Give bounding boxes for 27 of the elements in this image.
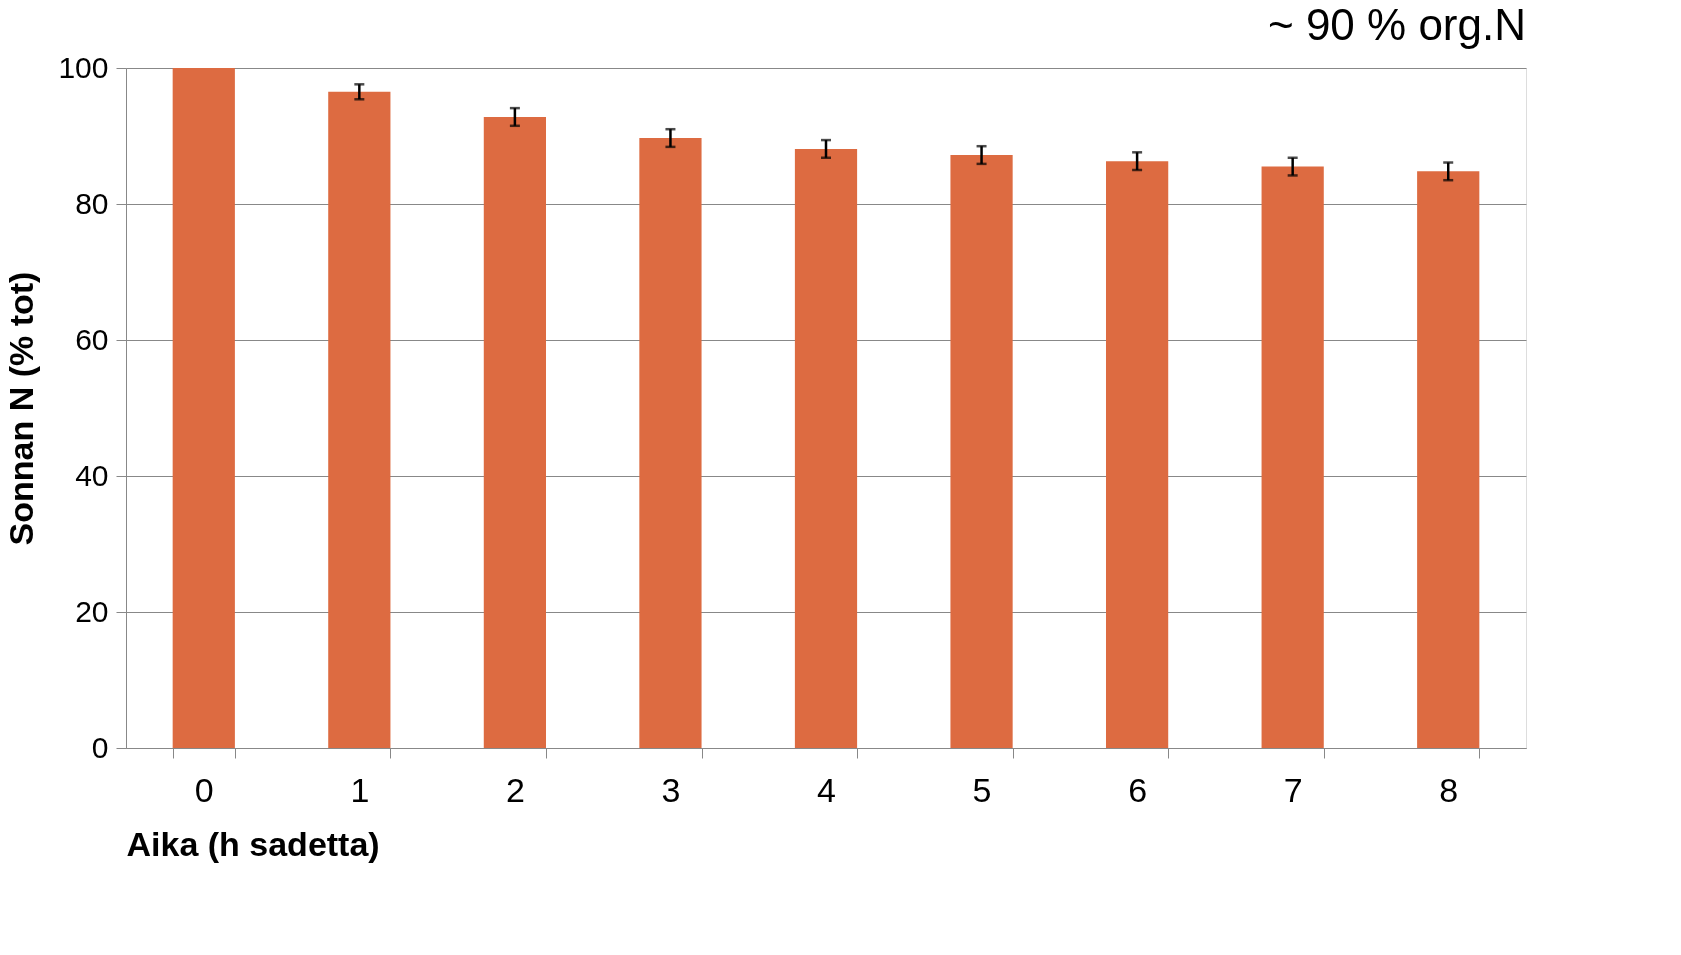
bar <box>794 148 858 748</box>
text: ~ 90 % org.N <box>1267 0 1526 49</box>
x-tick-label: 1 <box>350 770 370 809</box>
x-tick-label: 4 <box>817 770 836 809</box>
bar <box>172 68 235 748</box>
bar <box>1261 166 1324 748</box>
y-tick-label: 40 <box>75 458 109 492</box>
bar <box>328 91 391 748</box>
bar <box>1106 161 1169 748</box>
y-axis-title: Sonnan N (% tot) <box>2 271 41 546</box>
bar <box>483 116 546 748</box>
x-tick-label: 2 <box>505 770 525 809</box>
x-tick-label: 7 <box>1283 770 1303 809</box>
x-tick-label: 8 <box>1439 770 1459 809</box>
y-tick-label: 60 <box>75 322 109 356</box>
x-tick-label: 5 <box>972 770 992 809</box>
x-axis-title: Aika (h sadetta) <box>126 824 380 863</box>
x-tick-label: 3 <box>661 770 681 809</box>
x-tick-label: 0 <box>194 770 214 809</box>
x-tick-label: 6 <box>1128 770 1148 809</box>
y-tick-label: 0 <box>91 730 109 764</box>
y-tick-label: 100 <box>58 50 109 84</box>
bar <box>1417 171 1480 748</box>
y-tick-label: 20 <box>75 594 109 628</box>
bar <box>639 138 702 748</box>
bar <box>950 155 1013 748</box>
y-tick-label: 80 <box>75 186 109 220</box>
